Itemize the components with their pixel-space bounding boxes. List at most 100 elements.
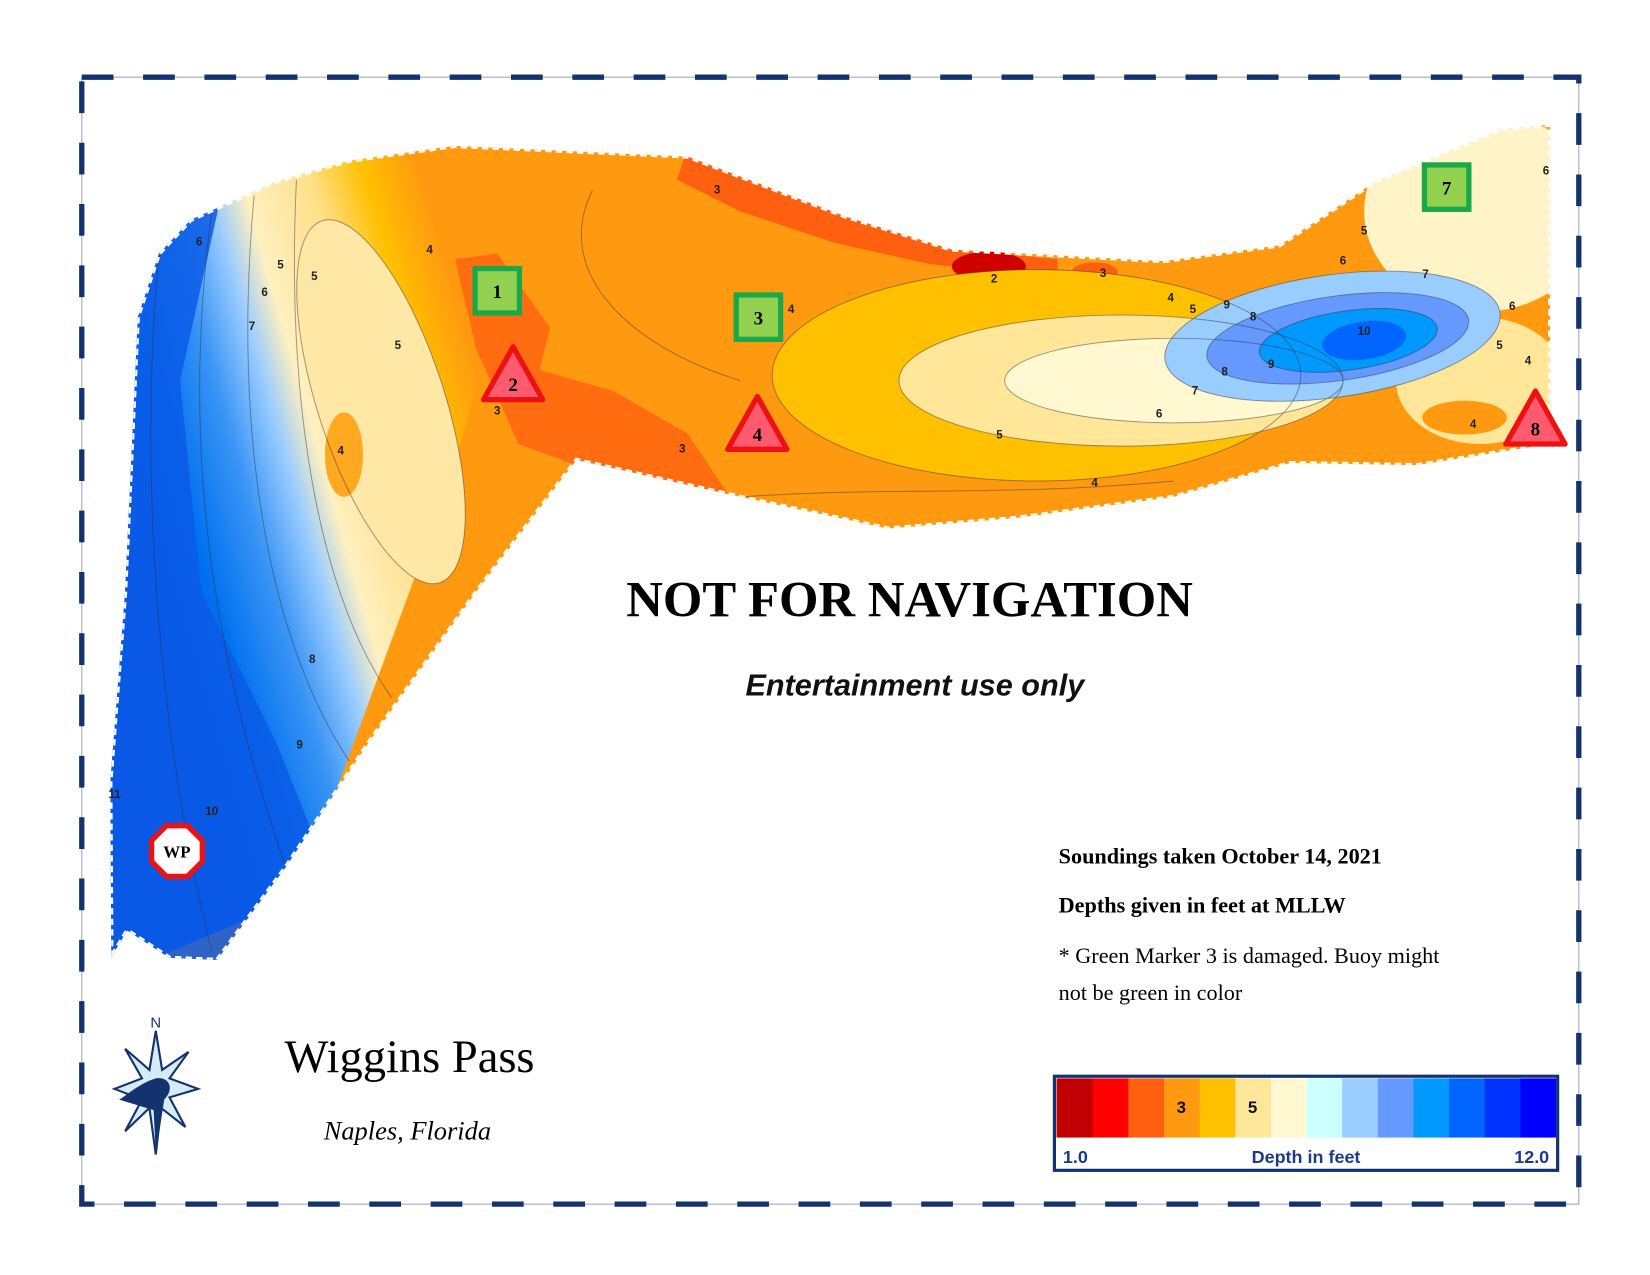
marker: 8: [1503, 388, 1568, 447]
green-marker: [472, 265, 523, 316]
marker: 1: [472, 265, 523, 316]
legend-swatch: [1163, 1078, 1200, 1138]
contour-label: 4: [1470, 418, 1477, 431]
legend-title: Depth in feet: [1252, 1147, 1361, 1167]
contour-label: 5: [1361, 225, 1368, 238]
marker-label: 1: [493, 282, 503, 303]
contour-label: 6: [1543, 164, 1550, 177]
depth-area: [296, 219, 466, 584]
marker-layer: 1 3 7 2 4 8 WP: [148, 162, 1568, 880]
contour-label: 3: [679, 442, 686, 455]
contour-label: 6: [261, 286, 268, 299]
legend-swatch: [1377, 1078, 1414, 1138]
contour-label: 4: [1525, 355, 1532, 368]
contour-label: 5: [311, 270, 318, 283]
frame-dashes: [79, 74, 1582, 1207]
legend-swatch: [1448, 1078, 1485, 1138]
contour-label: 9: [1224, 299, 1231, 312]
contour-label: 8: [1250, 310, 1257, 323]
depth-area: [1322, 320, 1407, 361]
contour-label: 5: [1190, 303, 1197, 316]
warning-subtitle: Entertainment use only: [745, 669, 1086, 703]
marker: 2: [480, 344, 546, 403]
contour-label: 7: [1422, 268, 1428, 281]
red-marker: [725, 393, 790, 452]
depth-area: [324, 412, 363, 497]
location-place: Naples, Florida: [323, 1116, 491, 1146]
legend-swatch: [1484, 1078, 1521, 1138]
contour-label: 9: [296, 739, 303, 752]
legend-swatch: [1199, 1078, 1236, 1138]
compass-shade: [118, 1078, 170, 1155]
marker-label: 2: [508, 375, 518, 396]
marker-label: 7: [1442, 179, 1452, 200]
legend-swatch: [1412, 1078, 1450, 1138]
marker: 7: [1421, 162, 1472, 212]
depth-area: [1422, 400, 1507, 435]
compass-rose: N: [111, 1016, 202, 1155]
marker-label: 8: [1531, 420, 1541, 441]
contour-label: 5: [277, 259, 284, 272]
contour-label: 6: [1509, 300, 1516, 313]
contour-label: 4: [338, 445, 345, 458]
note-datum: Depths given in feet at MLLW: [1059, 892, 1346, 917]
survey-edge: [110, 124, 1551, 960]
legend-swatch: [1270, 1078, 1307, 1138]
contour-label: 6: [1156, 408, 1163, 421]
legend-min: 1.0: [1063, 1147, 1088, 1167]
note-line: not be green in color: [1059, 980, 1243, 1005]
contour-label: 8: [309, 653, 316, 666]
contour-lines: [150, 179, 1501, 952]
marker: WP: [148, 823, 205, 880]
waypoint-marker: [148, 823, 205, 880]
legend-swatch: [1306, 1078, 1343, 1138]
note-soundings: Soundings taken October 14, 2021: [1059, 844, 1382, 869]
contour-label: 5: [395, 339, 402, 352]
legend-swatch: [1234, 1078, 1271, 1138]
contour-label: 6: [196, 235, 203, 248]
contour-label: 11: [108, 788, 121, 801]
contour-label: 3: [494, 404, 501, 417]
marker: 4: [725, 393, 790, 452]
legend-swatch: [1127, 1078, 1164, 1138]
marker-label: 4: [753, 425, 763, 446]
contour-label: 4: [1091, 476, 1098, 489]
depth-area: [454, 253, 730, 497]
marker: 3: [733, 292, 784, 343]
legend: 1.0 Depth in feet 12.0 3 5: [1052, 1074, 1560, 1172]
legend-swatch: [1519, 1078, 1557, 1138]
contour-label: 8: [1221, 365, 1228, 378]
contour-label: 4: [788, 303, 795, 316]
legend-swatch-label: 3: [1177, 1098, 1186, 1117]
legend-max: 12.0: [1514, 1147, 1549, 1167]
legend-swatch: [1056, 1078, 1093, 1138]
contour-label: 5: [996, 429, 1003, 442]
green-marker: [1421, 162, 1472, 212]
red-marker: [1503, 388, 1568, 447]
note-line: * Green Marker 3 is damaged. Buoy might: [1059, 943, 1441, 968]
contour-label: 6: [1340, 254, 1347, 267]
green-marker: [733, 292, 784, 343]
warning-title: NOT FOR NAVIGATION: [626, 571, 1193, 627]
contour-label: 3: [1100, 267, 1107, 280]
red-marker: [480, 344, 546, 403]
contour-label: 3: [714, 183, 721, 196]
depth-area: [110, 124, 318, 960]
marker-label: WP: [163, 842, 190, 861]
marker-label: 3: [754, 309, 764, 330]
legend-swatch: [1341, 1078, 1378, 1138]
legend-swatch: [1092, 1078, 1129, 1138]
contour-label: 7: [1192, 384, 1198, 397]
contour-label: 10: [1358, 325, 1371, 338]
compass-north: N: [150, 1016, 161, 1032]
legend-swatch-label: 5: [1248, 1098, 1257, 1117]
location-name: Wiggins Pass: [284, 1032, 534, 1083]
contour-label: 9: [1268, 358, 1275, 371]
contour-label: 7: [249, 320, 255, 333]
contour-label: 10: [205, 805, 218, 818]
contour-label: 4: [426, 244, 433, 257]
contour-label: 2: [991, 272, 997, 285]
